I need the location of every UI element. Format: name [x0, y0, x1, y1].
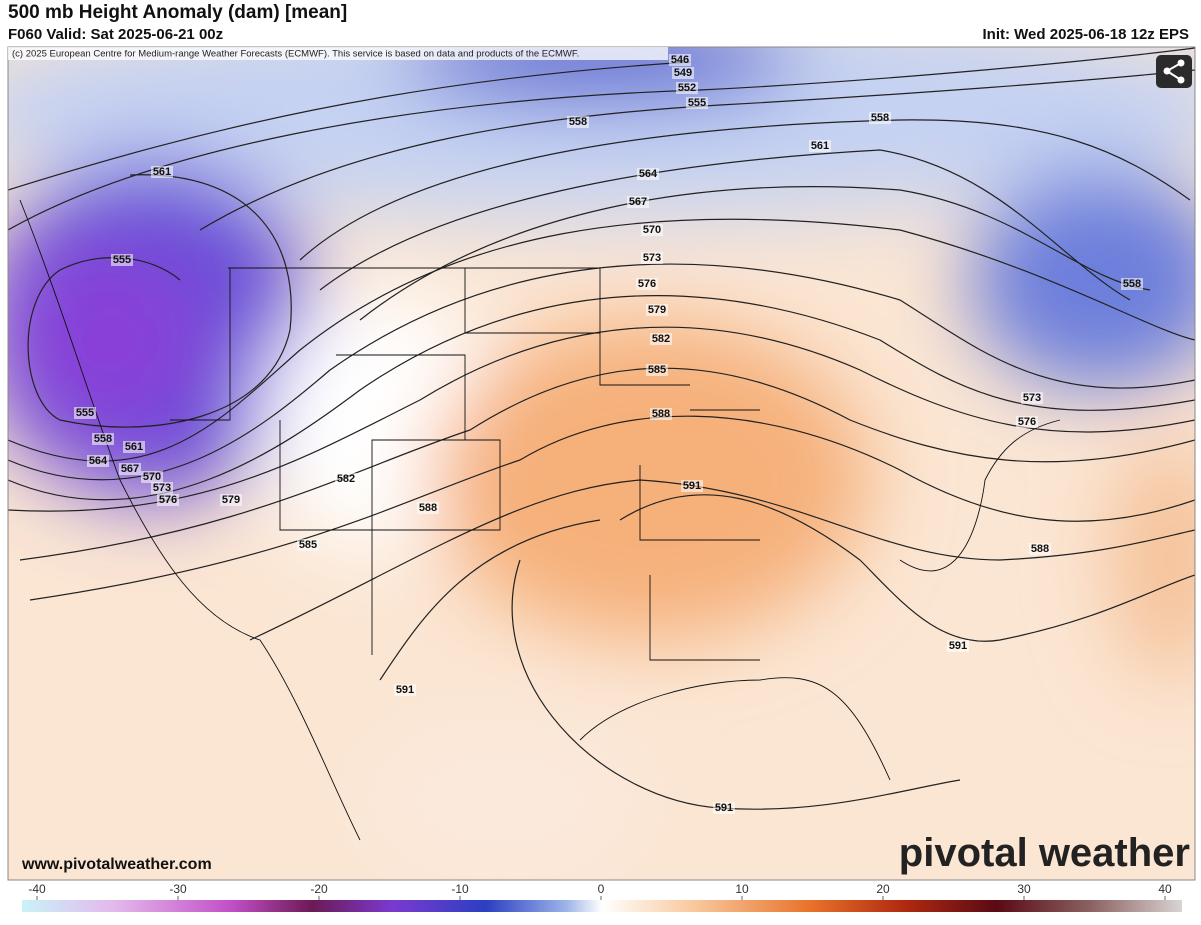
contour-label-bg [650, 333, 672, 345]
contour-label: 573 [643, 252, 661, 264]
copyright: (c) 2025 European Centre for Medium-rang… [12, 49, 579, 60]
contour-label: 552 [678, 82, 696, 94]
contour-label-bg [123, 441, 145, 453]
contour-label: 546 [671, 54, 689, 66]
valid-time: F060 Valid: Sat 2025-06-21 00z [8, 26, 224, 43]
contour-label-bg [646, 304, 668, 316]
contour-label: 576 [638, 278, 656, 290]
contour-label: 573 [1023, 392, 1041, 404]
contour-label: 549 [674, 67, 692, 79]
contour-label-bg [394, 684, 416, 696]
contour-label-bg [119, 463, 141, 475]
contour-label-bg [1121, 278, 1143, 290]
contour-label-bg [1016, 416, 1038, 428]
contour-label: 585 [648, 364, 666, 376]
colorbar-tick-label: -20 [310, 882, 328, 896]
copyright-bg [8, 47, 668, 60]
colorbar-tick-label: 20 [876, 882, 890, 896]
contour-label: 570 [143, 471, 161, 483]
contour-label-bg [567, 116, 589, 128]
colorbar-tick-label: 10 [735, 882, 749, 896]
contour-label-bg [111, 254, 133, 266]
colorbar-tick-label: 40 [1158, 882, 1172, 896]
contour-label: 558 [1123, 278, 1141, 290]
contour-label: 576 [1018, 416, 1036, 428]
contour-label-bg [809, 140, 831, 152]
colorbar-tick-label: 30 [1017, 882, 1031, 896]
contour-label-bg [417, 502, 439, 514]
init-time: Init: Wed 2025-06-18 12z EPS [982, 26, 1189, 43]
contour-label: 576 [159, 494, 177, 506]
contour-label-bg [641, 224, 663, 236]
contour-label: 582 [652, 333, 670, 345]
contour-label-bg [676, 82, 698, 94]
contour-label-bg [669, 54, 691, 66]
contour-label: 591 [949, 640, 967, 652]
contour-label-bg [1029, 543, 1051, 555]
contour-label: 579 [222, 494, 240, 506]
contour-label: 555 [688, 97, 706, 109]
contour-label-bg [92, 433, 114, 445]
contour-label-bg [646, 364, 668, 376]
contour-label-bg [297, 539, 319, 551]
colorbar-tick-label: -30 [169, 882, 187, 896]
contour-label: 564 [89, 455, 108, 467]
contour-label: 558 [871, 112, 889, 124]
contour-label-bg [641, 252, 663, 264]
contour-label: 582 [337, 473, 355, 485]
contour-label-bg [87, 455, 109, 467]
contour-label-bg [636, 278, 658, 290]
contour-label-bg [681, 480, 703, 492]
contour-label-bg [151, 482, 173, 494]
share-button[interactable] [1156, 55, 1192, 88]
colorbar-tick-label: -40 [28, 882, 46, 896]
map-field [8, 47, 1195, 880]
contour-label: 561 [811, 140, 829, 152]
contour-label: 588 [652, 408, 670, 420]
contour-label-bg [947, 640, 969, 652]
contour-label: 591 [683, 480, 701, 492]
contour-label: 573 [153, 482, 171, 494]
contour-label-bg [151, 166, 173, 178]
contour-label-bg [869, 112, 891, 124]
contour-label: 585 [299, 539, 317, 551]
contour-label: 567 [629, 196, 647, 208]
contour-label: 558 [94, 433, 112, 445]
contour-label-bg [220, 494, 242, 506]
colorbar [22, 900, 1182, 912]
contour-label-bg [713, 802, 735, 814]
contour-label: 555 [113, 254, 131, 266]
contour-label-bg [672, 67, 694, 79]
contour-label: 570 [643, 224, 661, 236]
contour-label-bg [637, 168, 659, 180]
contour-label: 561 [125, 441, 143, 453]
contour-label: 564 [639, 168, 658, 180]
contour-label-bg [627, 196, 649, 208]
colorbar-tick-label: 0 [598, 882, 605, 896]
contour-label: 588 [419, 502, 437, 514]
contour-label: 591 [715, 802, 733, 814]
logo: pivotal weather [899, 831, 1190, 875]
contour-label: 588 [1031, 543, 1049, 555]
website: www.pivotalweather.com [21, 856, 212, 873]
contour-label: 555 [76, 407, 94, 419]
contour-label-bg [74, 407, 96, 419]
contour-label: 558 [569, 116, 587, 128]
contour-label-bg [335, 473, 357, 485]
contour-label: 579 [648, 304, 666, 316]
contour-label: 561 [153, 166, 171, 178]
contour-label-bg [1021, 392, 1043, 404]
contour-label-bg [157, 494, 179, 506]
contour-label-bg [141, 471, 163, 483]
title: 500 mb Height Anomaly (dam) [mean] [8, 2, 348, 23]
contour-label: 591 [396, 684, 414, 696]
contour-label: 567 [121, 463, 139, 475]
colorbar-tick-label: -10 [451, 882, 469, 896]
contour-label-bg [650, 408, 672, 420]
contour-label-bg [686, 97, 708, 109]
